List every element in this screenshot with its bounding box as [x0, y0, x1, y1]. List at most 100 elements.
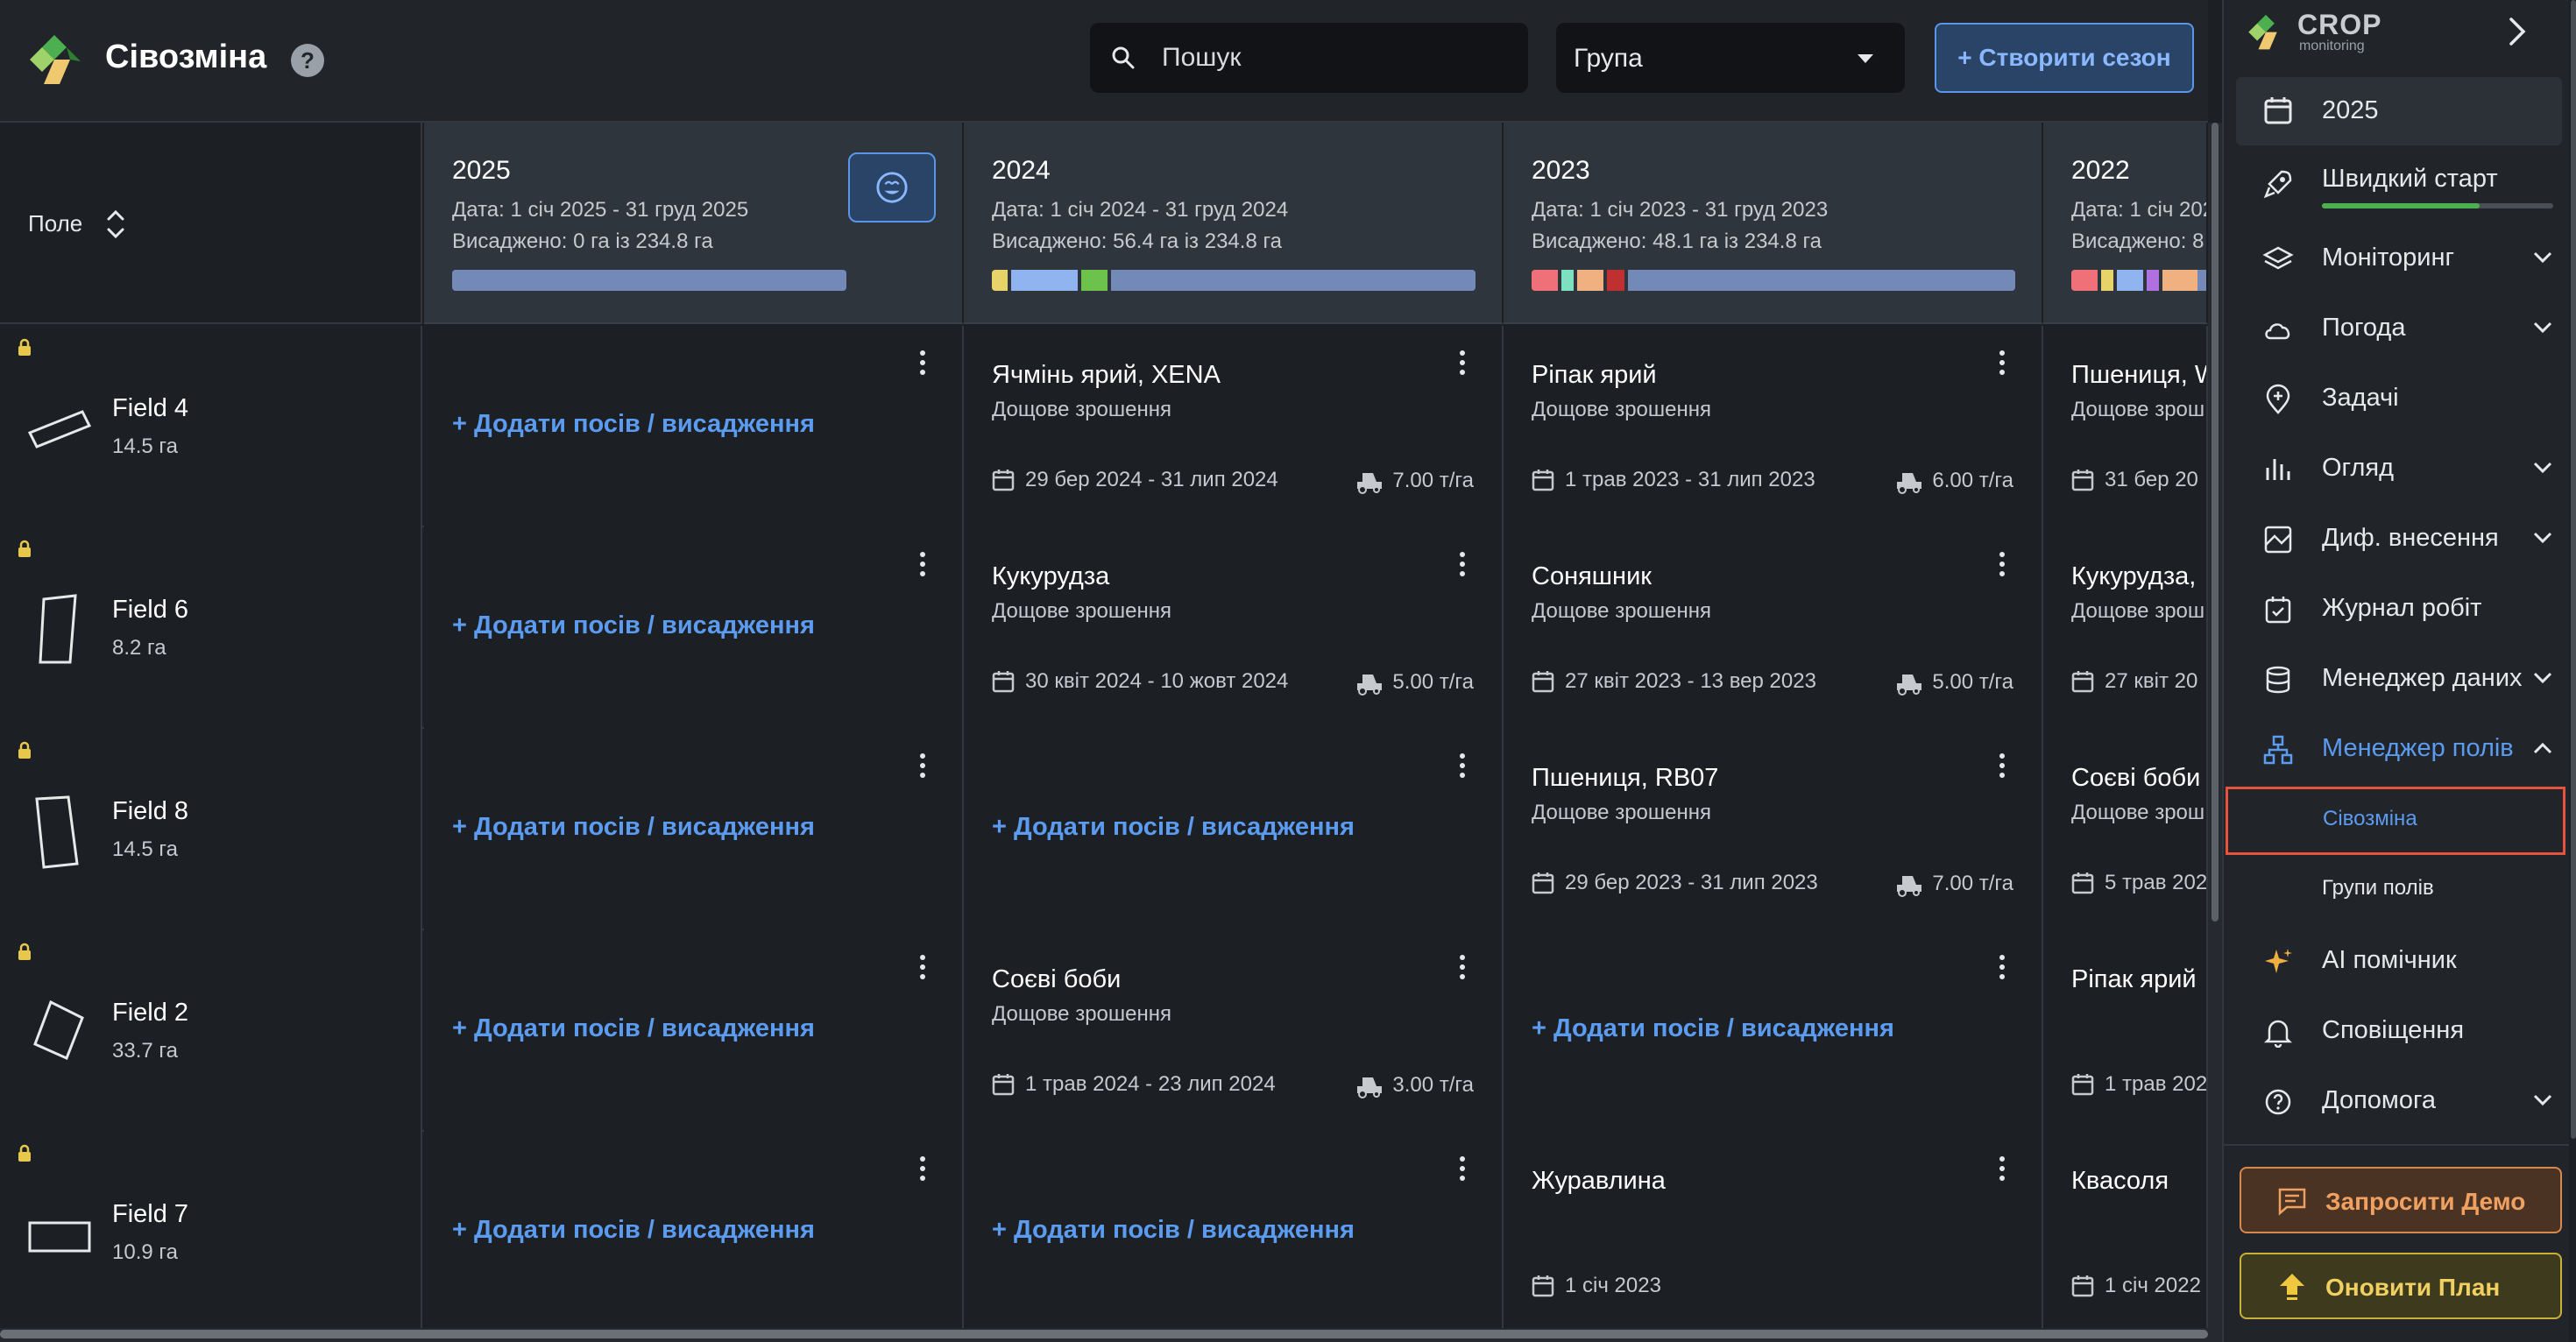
sidebar-item-monitoring[interactable]: Моніторинг [2224, 224, 2576, 291]
crop-cell[interactable]: + Додати посів / висадження [424, 930, 964, 1132]
more-vert-icon[interactable] [1998, 1156, 2006, 1186]
crop-dates-text: 29 бер 2024 - 31 лип 2024 [1025, 468, 1278, 491]
crop-cell[interactable]: Ріпак ярий 1 трав 202 [2043, 930, 2208, 1132]
crop-cell[interactable]: Кукурудза Дощове зрошення 30 квіт 2024 - 1… [964, 527, 1504, 729]
caret-down-icon [1858, 54, 1873, 63]
crop-cell[interactable]: Пшениця, RB07 Дощове зрошення 29 бер 2023 … [1504, 729, 2043, 930]
ai-season-icon[interactable] [848, 152, 936, 222]
crop-cell[interactable]: + Додати посів / висадження [964, 1132, 1504, 1333]
crop-cell[interactable]: Кукурудза, Дощове зрош 27 квіт 20 [2043, 527, 2208, 729]
crop-dates: 1 січ 2023 [1532, 1274, 1661, 1298]
season-header-2023: 2023 Дата: 1 січ 2023 - 31 груд 2023 Вис… [1504, 123, 2043, 324]
crop-dates-text: 1 трав 2023 - 31 лип 2023 [1565, 468, 1815, 491]
add-planting-link[interactable]: + Додати посів / висадження [1532, 1014, 1894, 1042]
add-planting-link[interactable]: + Додати посів / висадження [992, 1216, 1355, 1244]
sidebar-item-variable-rate[interactable]: Диф. внесення [2224, 505, 2576, 571]
more-vert-icon[interactable] [1998, 955, 2006, 985]
add-planting-link[interactable]: + Додати посів / висадження [452, 611, 815, 639]
more-vert-icon[interactable] [918, 1156, 927, 1186]
more-vert-icon[interactable] [1458, 955, 1467, 985]
crop-cell[interactable]: Соєві боби Дощове зрош 5 трав 202 [2043, 729, 2208, 930]
more-vert-icon[interactable] [1458, 350, 1467, 380]
crop-dates: 5 трав 202 [2071, 871, 2206, 895]
crop-cell[interactable]: + Додати посів / висадження [964, 729, 1504, 930]
sidebar-item-field-manager[interactable]: Менеджер полів [2224, 715, 2576, 781]
season-selector[interactable]: 2025 [2236, 77, 2562, 145]
sidebar-subitem-field-groups[interactable]: Групи полів [2224, 855, 2576, 922]
add-planting-link[interactable]: + Додати посів / висадження [452, 410, 815, 438]
crop-cell[interactable]: + Додати посів / висадження [424, 527, 964, 729]
crop-cell[interactable]: Ячмінь ярий, XENA Дощове зрошення 29 бер 2… [964, 326, 1504, 527]
more-vert-icon[interactable] [918, 753, 927, 783]
season-header-2022: 2022 Дата: 1 січ 2022 - 31 груд 2022 Вис… [2043, 123, 2208, 324]
rocket-icon [2263, 170, 2292, 199]
crop-cell[interactable]: Соняшник Дощове зрошення 27 квіт 2023 - 13… [1504, 527, 2043, 729]
sidebar-item-weather[interactable]: Погода [2224, 294, 2576, 361]
crop-cell[interactable]: Журавлина 1 січ 2023 [1504, 1132, 2043, 1333]
vertical-scrollbar-thumb[interactable] [2212, 123, 2219, 922]
field-cell[interactable]: Field 6 8.2 га [0, 527, 422, 729]
search-input[interactable] [1162, 39, 1504, 77]
add-planting-link[interactable]: + Додати посів / висадження [452, 1216, 815, 1244]
add-planting-link[interactable]: + Додати посів / висадження [452, 1014, 815, 1042]
crop-cell[interactable]: + Додати посів / висадження [1504, 930, 2043, 1132]
bar-segment [2113, 270, 2117, 291]
chevron-right-icon[interactable] [2501, 14, 2532, 49]
more-vert-icon[interactable] [918, 552, 927, 582]
sidebar-item-notifications[interactable]: Сповіщення [2224, 997, 2576, 1063]
create-season-button[interactable]: + Створити сезон [1935, 23, 2194, 93]
crop-cell[interactable]: + Додати посів / висадження [424, 729, 964, 930]
field-cell[interactable]: Field 7 10.9 га [0, 1132, 422, 1333]
crop-cell[interactable]: Ріпак ярий Дощове зрошення 1 трав 2023 - 3… [1504, 326, 2043, 527]
sidebar-subitem-crop-rotation[interactable]: Сівозміна [2226, 787, 2565, 855]
more-vert-icon[interactable] [1458, 753, 1467, 783]
crop-cell[interactable]: Пшениця, W Дощове зрош 31 бер 20 [2043, 326, 2208, 527]
horizontal-scrollbar-thumb[interactable] [0, 1330, 2208, 1338]
sidebar-item-data-manager[interactable]: Менеджер даних [2224, 645, 2576, 711]
crop-cell[interactable]: + Додати посів / висадження [424, 1132, 964, 1333]
more-vert-icon[interactable] [1458, 1156, 1467, 1186]
lock-icon [18, 338, 31, 356]
sidebar-item-quickstart[interactable]: Швидкий старт [2224, 149, 2576, 215]
sidebar-item-ai-assistant[interactable]: AI помічник [2224, 927, 2576, 993]
crop-cell[interactable]: Соєві боби Дощове зрошення 1 трав 2024 - 2… [964, 930, 1504, 1132]
crop-dates-text: 30 квіт 2024 - 10 жовт 2024 [1025, 669, 1289, 693]
sidebar-item-overview[interactable]: Огляд [2224, 434, 2576, 501]
crop-cell[interactable]: + Додати посів / висадження [424, 326, 964, 527]
help-icon[interactable]: ? [291, 44, 324, 77]
more-vert-icon[interactable] [1998, 552, 2006, 582]
add-planting-link[interactable]: + Додати посів / висадження [992, 813, 1355, 841]
field-column-header: Поле [0, 123, 422, 324]
irrigation-type: Дощове зрошення [992, 599, 1171, 623]
sidebar-item-tasks[interactable]: Задачі [2224, 364, 2576, 431]
crop-dates-text: 1 січ 2022 [2105, 1274, 2201, 1297]
sidebar-item-help[interactable]: Допомога [2224, 1067, 2576, 1134]
more-vert-icon[interactable] [1998, 350, 2006, 380]
field-cell[interactable]: Field 8 14.5 га [0, 729, 422, 930]
crop-yield: 5.00 т/га [1893, 669, 2013, 696]
sidebar-item-work-log[interactable]: Журнал робіт [2224, 575, 2576, 641]
sidebar-item-label: Менеджер даних [2322, 664, 2523, 692]
more-vert-icon[interactable] [918, 350, 927, 380]
more-vert-icon[interactable] [918, 955, 927, 985]
request-demo-button[interactable]: Запросити Демо [2240, 1167, 2562, 1233]
crop-logo-icon[interactable] [2245, 12, 2287, 54]
sort-icon[interactable] [103, 205, 128, 244]
upgrade-plan-button[interactable]: Оновити План [2240, 1253, 2562, 1319]
sidebar-item-label: Задачі [2322, 384, 2399, 412]
lock-icon [18, 741, 31, 759]
field-cell[interactable]: Field 2 33.7 га [0, 930, 422, 1132]
irrigation-type: Дощове зрошення [1532, 599, 1711, 623]
group-select[interactable]: Група [1556, 23, 1905, 93]
crop-cell[interactable]: Квасоля 1 січ 2022 [2043, 1132, 2208, 1333]
search-box[interactable] [1090, 23, 1528, 93]
sidebar-scrollbar-thumb[interactable] [2571, 0, 2576, 1139]
more-vert-icon[interactable] [1998, 753, 2006, 783]
more-vert-icon[interactable] [1458, 552, 1467, 582]
bar-segment [1624, 270, 1628, 291]
calendar-icon [1532, 671, 1554, 693]
sidebar-item-label: Диф. внесення [2322, 524, 2499, 552]
chevron-down-icon [2533, 532, 2552, 544]
field-cell[interactable]: Field 4 14.5 га [0, 326, 422, 527]
add-planting-link[interactable]: + Додати посів / висадження [452, 813, 815, 841]
